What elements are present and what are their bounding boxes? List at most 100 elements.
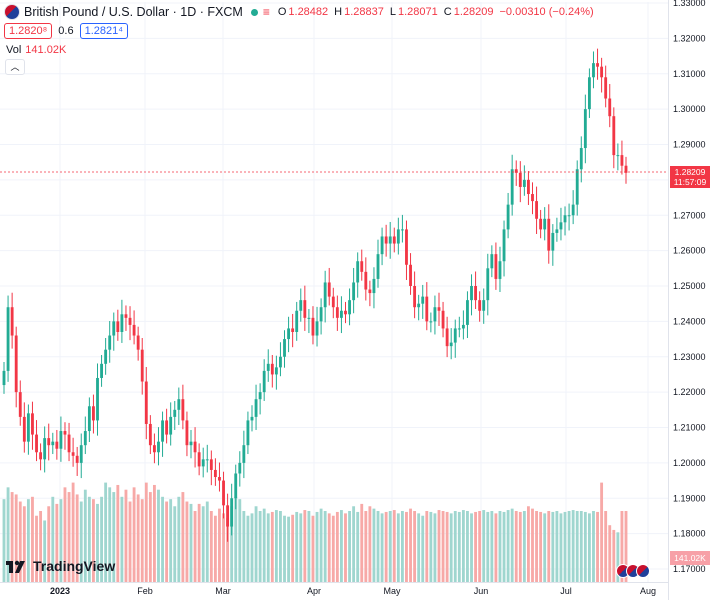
volume-bar <box>152 484 156 582</box>
candle-body <box>563 215 567 223</box>
volume-bar <box>222 513 225 582</box>
candle-body <box>242 445 246 463</box>
candle-body <box>132 324 136 336</box>
price-axis[interactable]: 1.330001.320001.310001.300001.290001.280… <box>668 0 706 600</box>
candle-body <box>47 438 51 446</box>
volume-bar <box>417 513 421 582</box>
candle-body <box>55 441 59 449</box>
volume-bar <box>368 506 372 582</box>
candle-body <box>201 459 205 467</box>
candle-body <box>470 286 473 301</box>
volume-bar <box>238 499 242 582</box>
volume-bar <box>270 511 274 582</box>
volume-bar <box>624 511 628 582</box>
volume-bar <box>437 510 441 582</box>
candle-body <box>307 317 311 319</box>
candle-body <box>67 434 71 453</box>
quote-row: 1.2820⁸ 0.6 1.2821⁴ <box>4 23 128 39</box>
volume-bar <box>616 532 620 582</box>
volume-bar <box>100 496 103 582</box>
countdown-value: 11:57:09 <box>673 177 707 187</box>
candle-body <box>624 165 628 173</box>
candle-body <box>59 431 63 449</box>
volume-bar <box>136 494 140 582</box>
candle-body <box>474 286 478 301</box>
open-value: 1.28482 <box>288 6 329 18</box>
candle-body <box>571 204 575 216</box>
volume-bar <box>535 511 538 582</box>
volume-bar <box>246 515 250 582</box>
volume-bar <box>575 511 579 582</box>
symbol-title[interactable]: British Pound / U.S. Dollar · 1D · FXCM <box>24 5 243 19</box>
volume-bar <box>287 516 290 582</box>
y-tick-label: 1.20000 <box>673 458 706 468</box>
candle-body <box>352 282 356 301</box>
uk-flag-icon <box>636 564 650 578</box>
sell-button[interactable]: 1.2820⁸ <box>4 23 53 39</box>
tradingview-logo[interactable]: TradingView <box>6 558 115 574</box>
volume-bar <box>490 511 494 582</box>
y-tick-label: 1.24000 <box>673 316 706 326</box>
volume-bar <box>543 513 547 582</box>
volume-bar <box>218 508 221 582</box>
volume-bar <box>600 482 604 582</box>
volume-label: Vol <box>6 44 22 56</box>
volume-bar <box>242 511 246 582</box>
volume-bar <box>71 482 75 582</box>
volume-bar <box>340 510 343 582</box>
events-flags[interactable] <box>616 564 650 578</box>
volume-bar <box>592 511 595 582</box>
candle-body <box>616 155 620 157</box>
volume-bar <box>555 511 559 582</box>
chevron-up-icon[interactable]: ︿ <box>5 59 25 75</box>
candle-body <box>409 264 412 286</box>
candle-body <box>116 321 120 332</box>
candle-body <box>234 473 238 499</box>
time-axis[interactable]: 2023 Feb Mar Apr May Jun Jul Aug <box>0 582 668 597</box>
tradingview-logo-icon <box>6 560 25 573</box>
candle-body <box>535 201 538 219</box>
candle-body <box>494 254 498 279</box>
volume-bar <box>177 496 181 582</box>
volume-bar <box>181 492 185 582</box>
candle-body <box>478 300 482 311</box>
candle-body <box>173 409 177 417</box>
y-tick-label: 1.25000 <box>673 281 706 291</box>
high-value: 1.28837 <box>344 6 384 18</box>
candle-body <box>583 109 587 149</box>
volume-bar <box>522 511 526 582</box>
x-tick-label: Aug <box>640 586 656 596</box>
volume-bar <box>92 499 95 582</box>
candle-body <box>437 307 441 311</box>
volume-bar <box>10 492 14 582</box>
candle-body <box>26 413 30 442</box>
volume-bar <box>26 499 30 582</box>
volume-bar <box>169 499 173 582</box>
change-value: −0.00310 (−0.24%) <box>499 6 594 18</box>
candle-body <box>372 278 376 294</box>
candle-body <box>96 377 99 421</box>
candle-body <box>396 229 400 244</box>
volume-bar <box>409 508 412 582</box>
volume-bar <box>35 515 38 582</box>
candle-body <box>319 307 323 322</box>
volume-bar <box>266 513 270 582</box>
volume-bar <box>482 510 486 582</box>
candle-body <box>559 222 563 230</box>
close-icon[interactable]: ≡ <box>262 5 270 19</box>
x-tick-label: May <box>383 586 401 596</box>
close-label: C <box>443 6 452 18</box>
volume-bar <box>474 511 478 582</box>
y-tick-label: 1.23000 <box>673 352 706 362</box>
candle-body <box>502 229 506 262</box>
buy-button[interactable]: 1.2821⁴ <box>79 23 128 39</box>
candle-body <box>39 452 43 460</box>
candle-body <box>445 328 449 347</box>
candle-body <box>555 229 559 233</box>
candle-body <box>380 236 384 255</box>
spread-value: 0.6 <box>58 25 74 37</box>
y-tick-label: 1.31000 <box>673 69 706 79</box>
volume-bar <box>262 508 266 582</box>
candle-body <box>295 310 299 332</box>
